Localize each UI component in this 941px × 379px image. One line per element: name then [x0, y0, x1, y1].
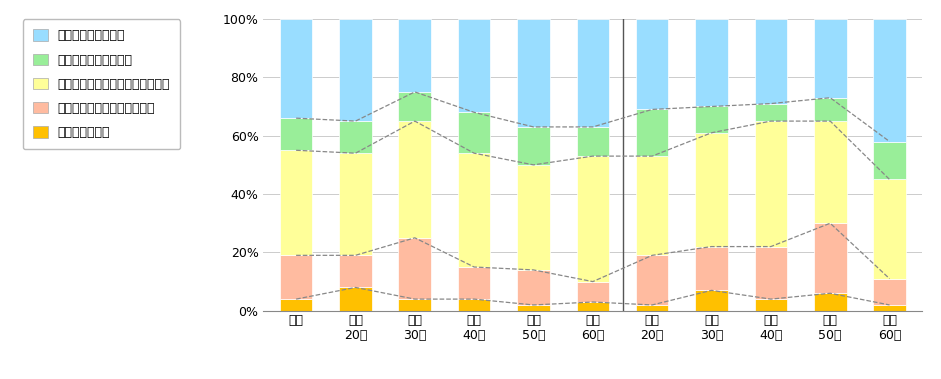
Bar [577, 282, 609, 302]
Bar [577, 302, 609, 311]
Legend: 全く利用したくない, あまり利用したくない, どちらともいえない・わからない, どちらかといえば利用したい, ぜひ利用したい: 全く利用したくない, あまり利用したくない, どちらともいえない・わからない, … [23, 19, 181, 149]
Bar [636, 156, 668, 255]
Bar [636, 305, 668, 311]
Bar [398, 299, 431, 311]
Bar [755, 19, 788, 103]
Bar [339, 19, 372, 121]
Bar [398, 238, 431, 299]
Bar [279, 150, 312, 255]
Bar [339, 287, 372, 311]
Bar [458, 153, 490, 267]
Bar [577, 127, 609, 156]
Bar [695, 290, 727, 311]
Bar [636, 110, 668, 156]
Bar [814, 19, 847, 98]
Bar [398, 92, 431, 121]
Bar [518, 270, 550, 305]
Bar [695, 106, 727, 133]
Bar [755, 103, 788, 121]
Bar [398, 19, 431, 92]
Bar [814, 98, 847, 121]
Bar [279, 118, 312, 150]
Bar [279, 299, 312, 311]
Bar [518, 165, 550, 270]
Bar [458, 299, 490, 311]
Bar [577, 156, 609, 282]
Bar [695, 19, 727, 106]
Bar [518, 305, 550, 311]
Bar [339, 121, 372, 153]
Bar [279, 19, 312, 118]
Bar [279, 255, 312, 299]
Bar [814, 121, 847, 223]
Bar [873, 279, 906, 305]
Bar [458, 267, 490, 299]
Bar [458, 19, 490, 112]
Bar [873, 19, 906, 141]
Bar [873, 305, 906, 311]
Bar [695, 247, 727, 290]
Bar [458, 112, 490, 153]
Bar [755, 247, 788, 299]
Bar [518, 19, 550, 127]
Bar [398, 121, 431, 238]
Bar [755, 121, 788, 247]
Bar [339, 255, 372, 287]
Bar [636, 19, 668, 110]
Bar [695, 133, 727, 247]
Bar [636, 255, 668, 305]
Bar [873, 141, 906, 180]
Bar [814, 293, 847, 311]
Bar [755, 299, 788, 311]
Bar [814, 223, 847, 293]
Bar [577, 19, 609, 127]
Bar [339, 153, 372, 255]
Bar [518, 127, 550, 165]
Bar [873, 180, 906, 279]
